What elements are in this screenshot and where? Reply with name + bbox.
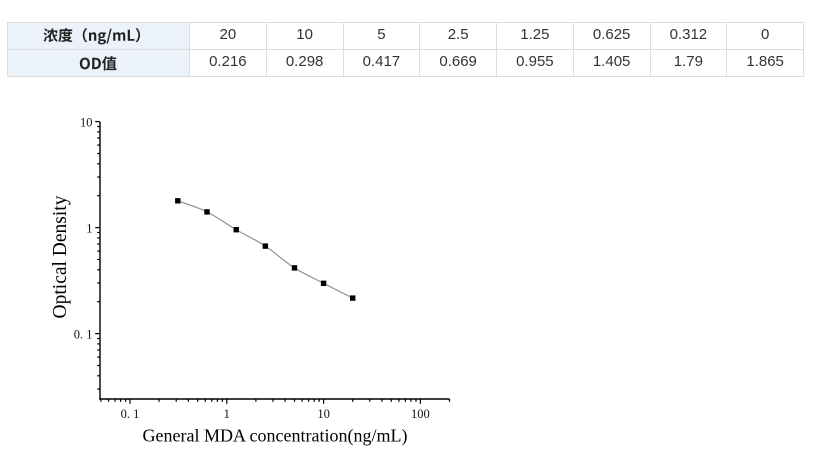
svg-text:1: 1 xyxy=(224,407,230,421)
svg-text:General MDA concentration(ng/m: General MDA concentration(ng/mL) xyxy=(143,426,408,447)
svg-text:Optical Density: Optical Density xyxy=(50,195,71,318)
svg-text:0. 1: 0. 1 xyxy=(121,407,140,421)
svg-text:100: 100 xyxy=(411,407,430,421)
svg-text:10: 10 xyxy=(317,407,330,421)
svg-text:0. 1: 0. 1 xyxy=(74,328,93,342)
svg-text:1: 1 xyxy=(86,222,92,236)
svg-text:10: 10 xyxy=(80,116,93,130)
